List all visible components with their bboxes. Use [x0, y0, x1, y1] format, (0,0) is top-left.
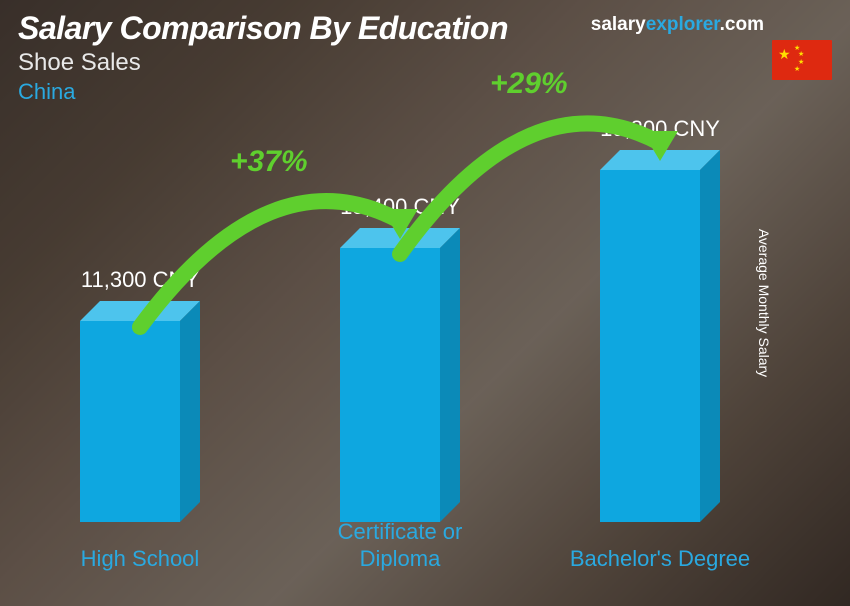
- flag-small-star-icon: ★: [798, 50, 804, 58]
- chart-area: High School11,300 CNYCertificate or Dipl…: [40, 130, 790, 576]
- brand-logo: salaryexplorer.com: [591, 14, 764, 36]
- flag-big-star-icon: ★: [778, 46, 791, 63]
- brand-part3: .com: [720, 14, 764, 35]
- china-flag-icon: ★ ★ ★ ★ ★: [772, 40, 832, 80]
- increase-arrow-icon: [40, 130, 800, 560]
- chart-subtitle-country: China: [18, 79, 832, 105]
- flag-small-star-icon: ★: [794, 65, 800, 73]
- percent-increase-label: +29%: [490, 67, 568, 101]
- brand-part2: explorer: [646, 14, 720, 35]
- brand-part1: salary: [591, 14, 646, 35]
- chart-subtitle-job: Shoe Sales: [18, 49, 832, 77]
